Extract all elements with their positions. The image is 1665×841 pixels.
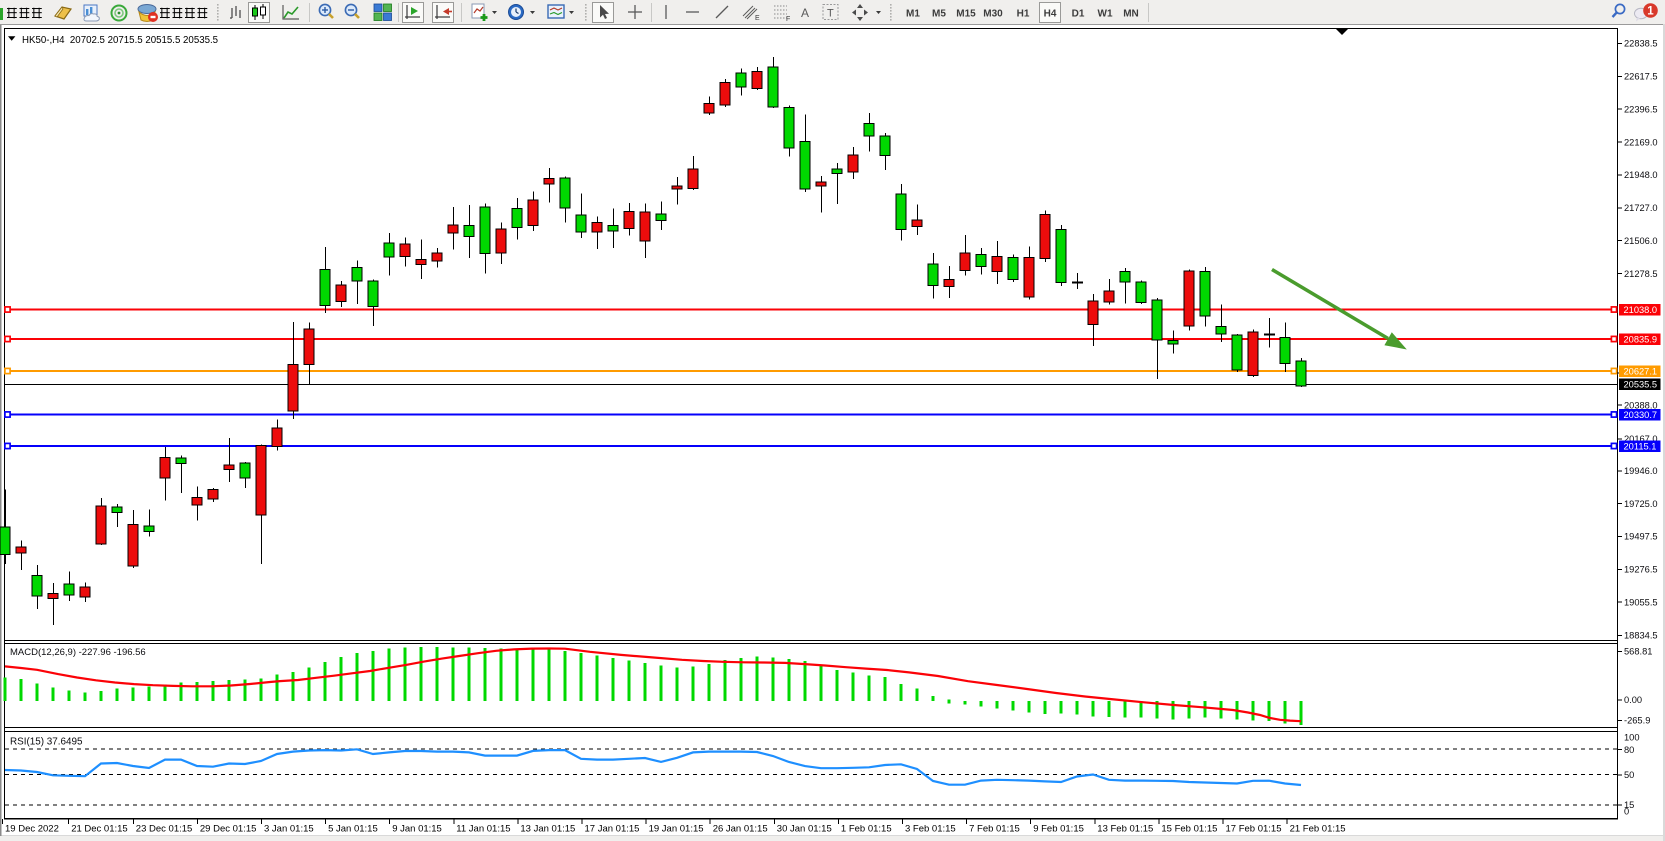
svg-text:100: 100 — [1624, 733, 1640, 743]
svg-text:26 Jan 01:15: 26 Jan 01:15 — [713, 824, 768, 835]
svg-text:W1: W1 — [1098, 9, 1113, 20]
svg-text:20330.7: 20330.7 — [1624, 410, 1658, 420]
svg-text:T: T — [827, 8, 834, 20]
svg-text:HK50-,H4 20702.5 20715.5 2051: HK50-,H4 20702.5 20715.5 20515.5 20535.5 — [22, 35, 218, 46]
svg-text:19725.0: 19725.0 — [1624, 499, 1658, 509]
svg-text:568.81: 568.81 — [1624, 647, 1652, 657]
svg-text:MACD(12,26,9) -227.96 -196.56: MACD(12,26,9) -227.96 -196.56 — [10, 647, 146, 658]
svg-text:19276.5: 19276.5 — [1624, 565, 1658, 575]
svg-text:13 Jan 01:15: 13 Jan 01:15 — [520, 824, 575, 835]
svg-text:21727.0: 21727.0 — [1624, 203, 1658, 213]
svg-text:9 Feb 01:15: 9 Feb 01:15 — [1033, 824, 1084, 835]
svg-text:9 Jan 01:15: 9 Jan 01:15 — [392, 824, 442, 835]
svg-text:30 Jan 01:15: 30 Jan 01:15 — [777, 824, 832, 835]
svg-text:H1: H1 — [1017, 9, 1030, 20]
svg-text:20115.1: 20115.1 — [1624, 442, 1657, 452]
svg-text:20627.1: 20627.1 — [1624, 367, 1658, 377]
svg-text:-265.9: -265.9 — [1624, 716, 1650, 726]
svg-text:29 Dec 01:15: 29 Dec 01:15 — [200, 824, 257, 835]
svg-text:19946.0: 19946.0 — [1624, 466, 1658, 476]
svg-text:0: 0 — [1624, 807, 1629, 817]
svg-text:20535.5: 20535.5 — [1624, 380, 1658, 390]
svg-text:13 Feb 01:15: 13 Feb 01:15 — [1097, 824, 1153, 835]
svg-text:RSI(15) 37.6495: RSI(15) 37.6495 — [10, 737, 83, 748]
svg-text:19055.5: 19055.5 — [1624, 597, 1658, 607]
svg-text:M1: M1 — [906, 9, 920, 20]
svg-text:15 Feb 01:15: 15 Feb 01:15 — [1161, 824, 1217, 835]
svg-text:17 Feb 01:15: 17 Feb 01:15 — [1226, 824, 1282, 835]
svg-text:22617.5: 22617.5 — [1624, 72, 1658, 82]
svg-text:D1: D1 — [1072, 9, 1085, 20]
svg-text:22396.5: 22396.5 — [1624, 104, 1658, 114]
svg-text:23 Dec 01:15: 23 Dec 01:15 — [136, 824, 193, 835]
svg-text:M30: M30 — [983, 9, 1003, 20]
svg-text:0.00: 0.00 — [1624, 695, 1642, 705]
svg-text:11 Jan 01:15: 11 Jan 01:15 — [456, 824, 510, 835]
svg-text:3 Feb 01:15: 3 Feb 01:15 — [905, 824, 956, 835]
svg-text:18834.5: 18834.5 — [1624, 631, 1658, 641]
svg-text:80: 80 — [1624, 745, 1634, 755]
svg-text:19497.5: 19497.5 — [1624, 532, 1658, 542]
svg-text:F: F — [786, 16, 790, 23]
svg-text:M5: M5 — [932, 9, 946, 20]
svg-text:17 Jan 01:15: 17 Jan 01:15 — [585, 824, 640, 835]
svg-text:M15: M15 — [956, 9, 976, 20]
svg-text:22838.5: 22838.5 — [1624, 39, 1658, 49]
svg-text:H4: H4 — [1044, 9, 1057, 20]
svg-text:19 Jan 01:15: 19 Jan 01:15 — [649, 824, 704, 835]
svg-text:1: 1 — [1647, 6, 1654, 18]
svg-text:21948.0: 21948.0 — [1624, 170, 1658, 180]
svg-text:21278.5: 21278.5 — [1624, 269, 1658, 279]
svg-text:MN: MN — [1123, 9, 1139, 20]
svg-text:20167.0: 20167.0 — [1624, 434, 1658, 444]
svg-text:21038.0: 21038.0 — [1624, 305, 1658, 315]
svg-text:7 Feb 01:15: 7 Feb 01:15 — [969, 824, 1020, 835]
svg-text:5 Jan 01:15: 5 Jan 01:15 — [328, 824, 378, 835]
svg-text:20388.0: 20388.0 — [1624, 400, 1658, 410]
svg-text:21506.0: 21506.0 — [1624, 236, 1658, 246]
svg-text:15: 15 — [1624, 800, 1634, 810]
svg-text:22169.0: 22169.0 — [1624, 137, 1658, 147]
svg-text:A: A — [801, 6, 809, 20]
svg-text:21 Feb 01:15: 21 Feb 01:15 — [1290, 824, 1346, 835]
svg-text:E: E — [755, 15, 760, 22]
svg-text:21 Dec 01:15: 21 Dec 01:15 — [71, 824, 128, 835]
svg-text:20835.9: 20835.9 — [1624, 335, 1658, 345]
svg-text:3 Jan 01:15: 3 Jan 01:15 — [264, 824, 314, 835]
svg-text:19 Dec 2022: 19 Dec 2022 — [5, 824, 59, 835]
svg-text:50: 50 — [1624, 770, 1634, 780]
svg-text:1 Feb 01:15: 1 Feb 01:15 — [841, 824, 892, 835]
